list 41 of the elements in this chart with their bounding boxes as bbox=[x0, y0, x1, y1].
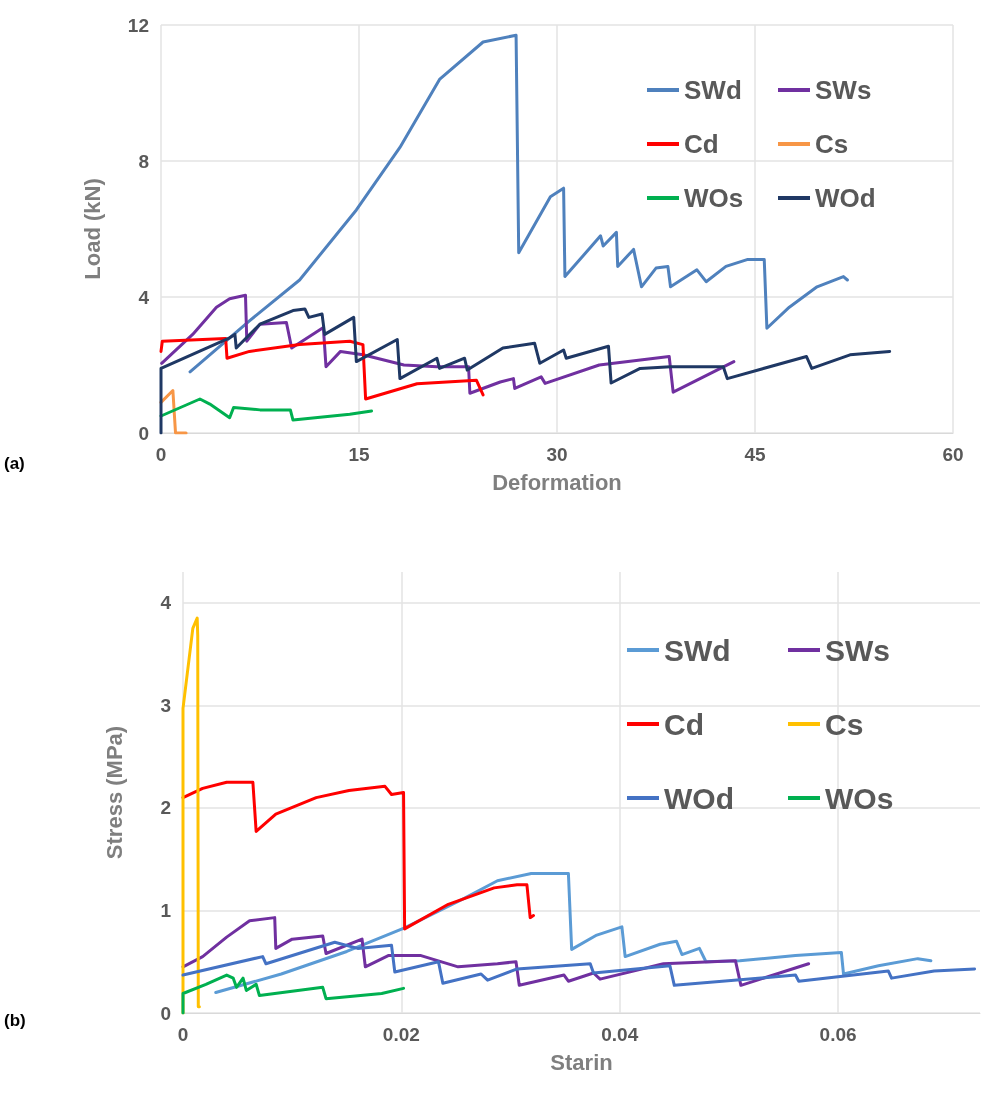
y-tick-label: 4 bbox=[160, 592, 172, 614]
legend-label: Cs bbox=[825, 707, 864, 741]
x-tick-label: 0.06 bbox=[819, 1024, 857, 1045]
legend-label: WOd bbox=[664, 781, 734, 815]
y-tick-label: 3 bbox=[160, 694, 171, 716]
legend-label: Cs bbox=[815, 129, 849, 159]
legend-label: WOs bbox=[684, 183, 744, 213]
legend-label: WOs bbox=[825, 781, 894, 815]
line-series bbox=[159, 336, 485, 401]
line-series bbox=[181, 973, 406, 1015]
x-tick-label: 30 bbox=[546, 444, 568, 465]
line-series bbox=[181, 940, 977, 987]
legend-label: Cd bbox=[684, 129, 719, 159]
legend-label: SWd bbox=[684, 75, 742, 105]
legend-label: SWs bbox=[825, 633, 891, 667]
legend-label: Cd bbox=[664, 707, 704, 741]
x-tick-label: 0.04 bbox=[601, 1024, 639, 1045]
y-axis-title: Load (kN) bbox=[79, 178, 105, 280]
line-series bbox=[181, 780, 535, 931]
x-axis-title: Starin bbox=[550, 1049, 613, 1075]
line-series bbox=[159, 307, 892, 435]
x-tick-label: 0 bbox=[177, 1024, 189, 1045]
text: (b) bbox=[4, 1011, 26, 1030]
y-tick-label: 2 bbox=[160, 797, 171, 819]
x-tick-label: 0.02 bbox=[382, 1024, 420, 1045]
legend-label: WOd bbox=[815, 183, 876, 213]
x-tick-label: 60 bbox=[942, 444, 964, 465]
legend-label: SWs bbox=[815, 75, 872, 105]
text: (a) bbox=[4, 454, 25, 473]
line-series bbox=[181, 916, 811, 987]
y-tick-label: 12 bbox=[127, 14, 149, 36]
legend-label: SWd bbox=[664, 633, 731, 667]
y-tick-label: 8 bbox=[138, 150, 149, 172]
y-tick-label: 0 bbox=[160, 1002, 171, 1024]
x-tick-label: 15 bbox=[348, 444, 370, 465]
y-tick-label: 0 bbox=[138, 422, 149, 444]
x-tick-label: 45 bbox=[744, 444, 766, 465]
x-axis-title: Deformation bbox=[492, 469, 622, 495]
y-axis-title: Stress (MPa) bbox=[101, 725, 127, 860]
y-tick-label: 4 bbox=[138, 286, 150, 308]
y-tick-label: 1 bbox=[160, 899, 172, 921]
